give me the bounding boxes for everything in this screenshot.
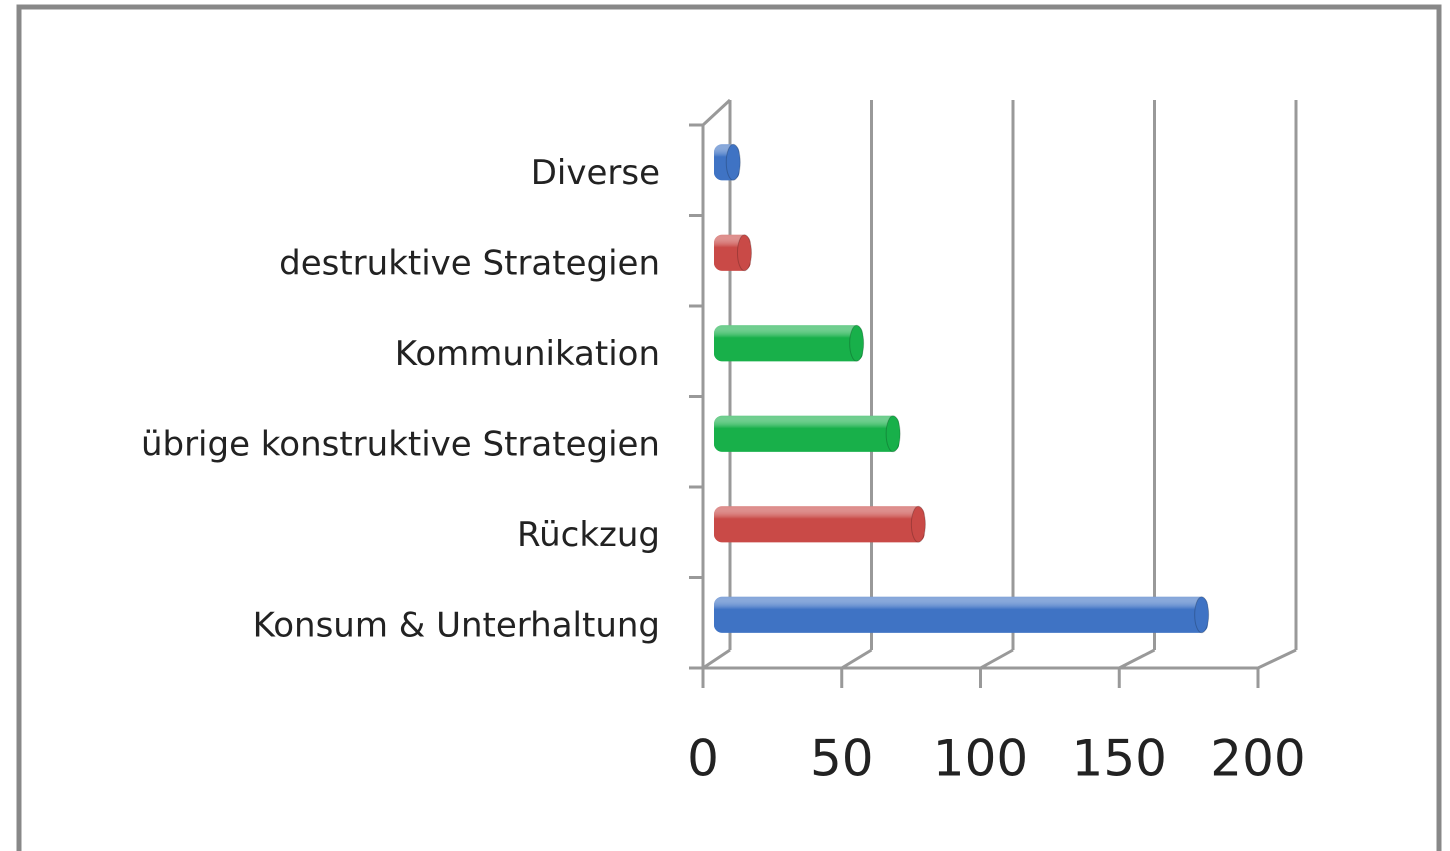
y-tick-label: Kommunikation xyxy=(395,334,660,374)
bar-cap xyxy=(910,505,926,543)
grid-line xyxy=(1257,648,1297,670)
y-tick-label: Diverse xyxy=(531,153,660,193)
x-tick-label: 50 xyxy=(810,730,874,788)
bar-shade xyxy=(714,596,1208,633)
axis-line xyxy=(701,98,732,127)
bar-shade xyxy=(714,325,863,362)
x-tick-label: 100 xyxy=(933,730,1028,788)
y-tick-label: übrige konstruktive Strategien xyxy=(141,424,660,464)
y-tick-label: Rückzug xyxy=(517,515,660,555)
bar-shade xyxy=(714,506,925,543)
grid-line xyxy=(702,648,731,670)
y-tick-label: destruktive Strategien xyxy=(279,243,660,283)
bar-cap xyxy=(736,234,752,272)
x-tick-label: 200 xyxy=(1210,730,1305,788)
bar-cap xyxy=(849,324,865,362)
bar-cap xyxy=(725,143,741,181)
grid-line xyxy=(840,648,873,670)
y-tick-label: Konsum & Unterhaltung xyxy=(253,605,660,645)
grid-line xyxy=(979,648,1014,670)
grid-line xyxy=(1118,648,1156,670)
x-tick-label: 150 xyxy=(1072,730,1167,788)
bar-shade xyxy=(714,415,900,452)
x-tick-label: 0 xyxy=(687,730,719,788)
bar-cap xyxy=(885,415,901,453)
bar-cap xyxy=(1194,596,1210,634)
